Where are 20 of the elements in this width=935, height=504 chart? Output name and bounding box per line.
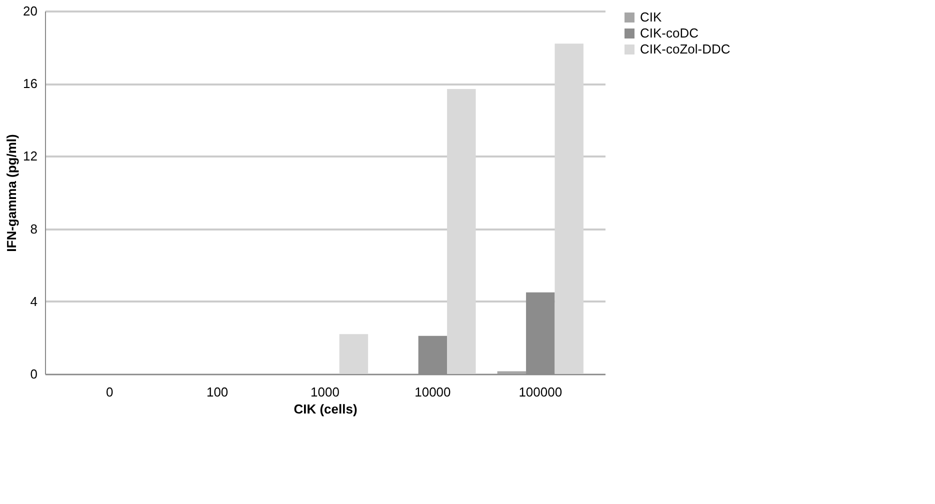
- legend-label: CIK: [640, 10, 662, 24]
- y-tick-label: 16: [23, 76, 38, 92]
- x-tick-label: 10000: [414, 384, 451, 400]
- legend-label: CIK-coDC: [640, 26, 699, 40]
- y-tick-label: 8: [30, 221, 38, 236]
- y-tick-label: 4: [30, 294, 38, 309]
- y-tick-label: 0: [30, 366, 38, 382]
- x-tick-label: 1000: [310, 384, 340, 400]
- legend-label: CIK-coZol-DDC: [640, 42, 730, 56]
- bar: [447, 89, 476, 374]
- y-tick-label: 20: [23, 4, 38, 18]
- x-axis-title: CIK (cells): [294, 402, 358, 416]
- bar: [497, 371, 526, 374]
- y-tick-label: 12: [23, 148, 38, 164]
- bar: [554, 44, 584, 374]
- x-tick-label: 100: [206, 384, 228, 400]
- y-axis-title: IFN-gamma (pg/ml): [4, 134, 20, 252]
- x-tick-label: 0: [106, 384, 114, 400]
- bar: [339, 334, 368, 374]
- x-tick-label: 100000: [518, 384, 562, 400]
